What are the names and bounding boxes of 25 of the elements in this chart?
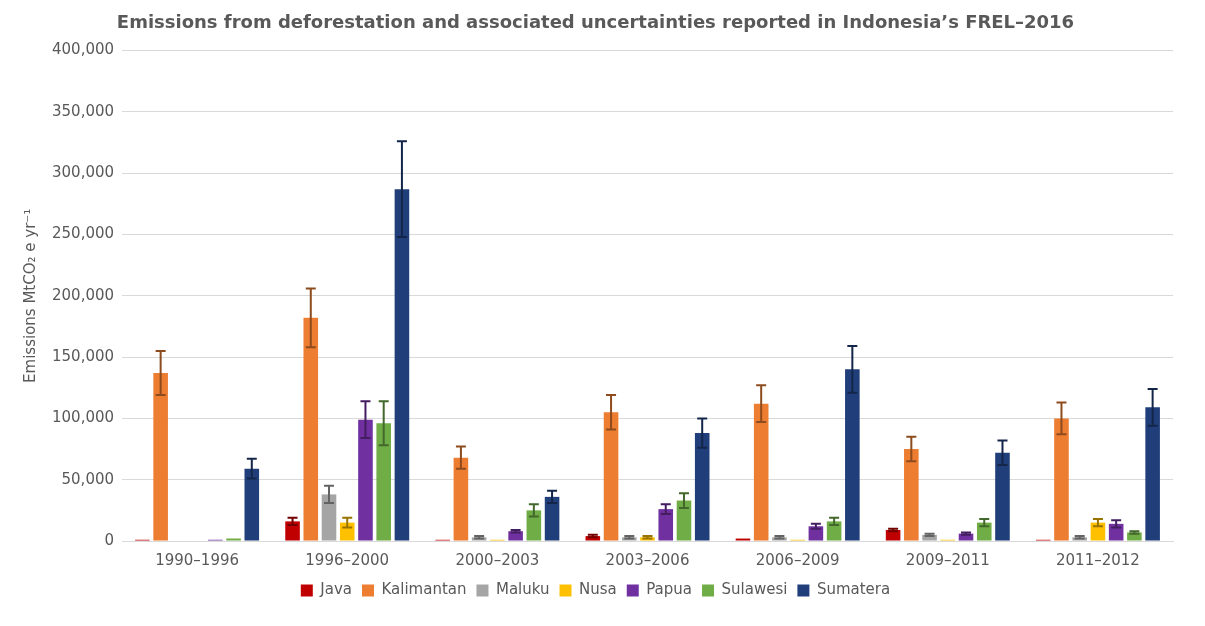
y-tick-label: 400,000 — [52, 40, 115, 59]
x-tick-label: 2011–2012 — [1056, 550, 1140, 569]
y-tick-label: 50,000 — [61, 469, 115, 488]
x-tick-label: 2003–2006 — [605, 550, 690, 569]
x-tick-label: 2000–2003 — [455, 550, 540, 569]
legend-label: Maluku — [495, 580, 550, 599]
legend-label: Java — [319, 580, 352, 599]
y-axis-title: Emissions MtCO₂ e yr⁻¹ — [20, 208, 39, 383]
y-tick-label: 350,000 — [52, 101, 115, 120]
legend-label: Papua — [646, 580, 693, 599]
chart-title: Emissions from deforestation and associated uncertainties reported in Indonesia’s FREL–2016 — [116, 11, 1075, 33]
x-tick-label: 2006–2009 — [755, 550, 840, 569]
x-tick-label: 2009–2011 — [905, 550, 990, 569]
y-tick-label: 200,000 — [52, 285, 115, 304]
y-tick-label: 150,000 — [52, 346, 115, 365]
legend-label: Sulawesi — [721, 580, 788, 599]
y-tick-label: 0 — [104, 530, 115, 549]
y-tick-label: 300,000 — [52, 163, 115, 182]
x-tick-label: 1996–2000 — [305, 550, 390, 569]
legend-label: Kalimantan — [381, 580, 467, 599]
legend-label: Nusa — [579, 580, 617, 599]
y-tick-label: 250,000 — [52, 224, 115, 243]
y-tick-label: 100,000 — [52, 408, 115, 427]
x-tick-label: 1990–1996 — [155, 550, 240, 569]
legend-label: Sumatera — [816, 580, 891, 599]
